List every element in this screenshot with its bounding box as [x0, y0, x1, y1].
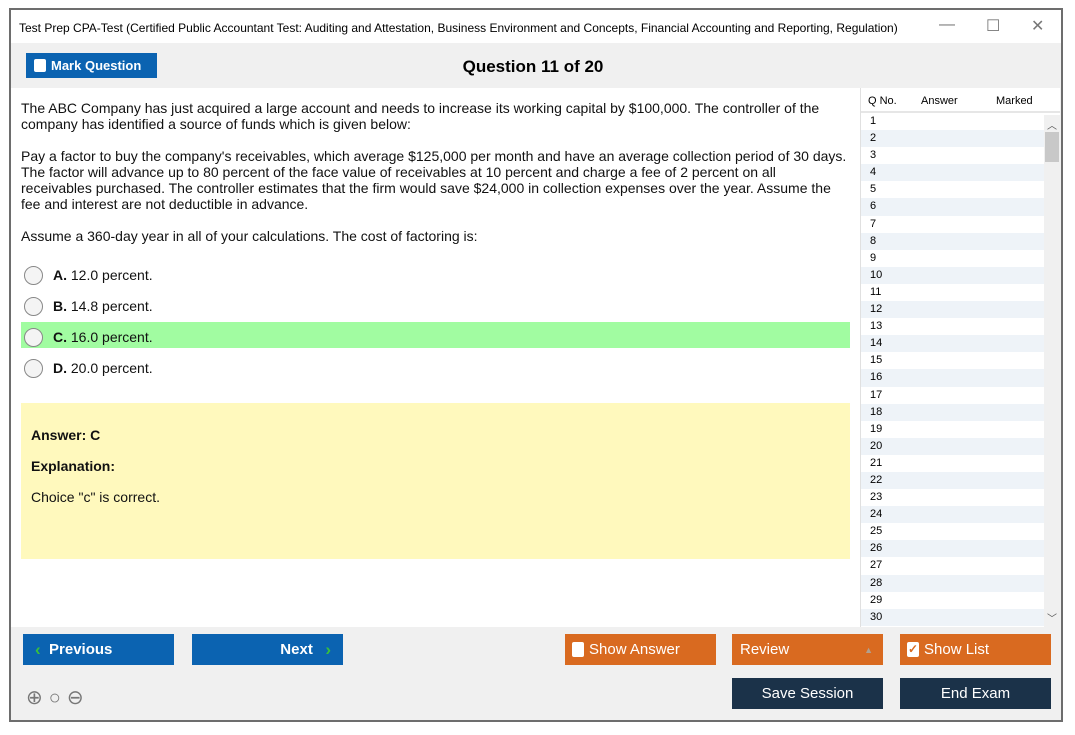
option-a[interactable]: A. 12.0 percent.	[21, 260, 850, 286]
close-button[interactable]: ✕	[1031, 18, 1045, 35]
show-list-label: Show List	[924, 641, 990, 658]
list-row[interactable]: 5	[870, 183, 877, 196]
explanation-label: Explanation:	[31, 458, 116, 474]
list-row[interactable]: 18	[861, 403, 1044, 421]
list-row[interactable]: 2	[861, 130, 1044, 148]
col-qno: Q No.	[868, 95, 897, 107]
save-session-button[interactable]: Save Session	[732, 678, 883, 709]
list-row[interactable]: 30	[861, 608, 1044, 626]
list-row[interactable]: 25	[870, 525, 883, 538]
question-pane: The ABC Company has just acquired a larg…	[11, 88, 860, 627]
radio-icon[interactable]	[24, 265, 43, 285]
scroll-down-icon[interactable]: ﹀	[1047, 614, 1057, 625]
option-letter: A.	[53, 267, 67, 283]
next-button[interactable]: Next ›	[192, 634, 343, 665]
end-exam-button[interactable]: End Exam	[900, 678, 1051, 709]
checkbox-icon	[34, 59, 46, 72]
list-row[interactable]: 22	[861, 471, 1044, 490]
option-letter: D.	[53, 360, 67, 376]
list-header: Q No. Answer Marked	[861, 88, 1060, 113]
question-text: Assume a 360-day year in all of your cal…	[21, 228, 478, 244]
zoom-in-icon[interactable]: ⊕	[26, 687, 49, 709]
option-text: 14.8 percent.	[70, 298, 153, 314]
list-row[interactable]: 16	[861, 369, 1044, 387]
app-window: Test Prep CPA-Test (Certified Public Acc…	[9, 8, 1063, 722]
list-row[interactable]: 13	[870, 320, 883, 333]
list-row[interactable]: 14	[861, 335, 1044, 353]
checkbox-icon	[572, 642, 584, 657]
option-letter: C.	[53, 329, 67, 345]
list-row[interactable]: 9	[870, 251, 877, 264]
radio-icon[interactable]	[24, 296, 43, 316]
list-row[interactable]: 3	[870, 149, 877, 162]
option-text: 12.0 percent.	[70, 267, 153, 283]
title-bar: Test Prep CPA-Test (Certified Public Acc…	[11, 10, 1061, 43]
show-list-button[interactable]: ✓ Show List	[900, 634, 1051, 665]
list-row[interactable]: 10	[861, 266, 1044, 284]
scroll-thumb[interactable]	[1045, 132, 1059, 162]
list-row[interactable]: 11	[870, 285, 882, 298]
list-row[interactable]: 29	[870, 593, 883, 606]
list-row[interactable]: 19	[870, 422, 883, 435]
option-text: 16.0 percent.	[70, 329, 153, 345]
list-row[interactable]: 28	[861, 574, 1044, 592]
list-row[interactable]: 7	[870, 217, 877, 230]
list-row[interactable]: 8	[861, 232, 1044, 250]
answer-line: Answer: C	[31, 427, 101, 443]
zoom-reset-icon[interactable]: ○	[48, 687, 67, 709]
radio-icon[interactable]	[24, 327, 43, 347]
show-answer-label: Show Answer	[589, 641, 680, 658]
list-row[interactable]: 15	[870, 354, 883, 367]
minimize-button[interactable]: —	[939, 16, 955, 33]
zoom-out-icon[interactable]: ⊖	[66, 687, 90, 709]
option-text: 20.0 percent.	[70, 360, 153, 376]
option-letter: B.	[53, 298, 67, 314]
list-row[interactable]: 26	[861, 540, 1044, 558]
list-row[interactable]: 6	[861, 198, 1044, 216]
show-answer-button[interactable]: Show Answer	[565, 634, 716, 665]
answer-box: Answer: C Explanation: Choice "c" is cor…	[21, 403, 850, 559]
option-d[interactable]: D. 20.0 percent.	[21, 353, 850, 379]
scroll-up-icon[interactable]: ︿	[1047, 121, 1057, 132]
review-label: Review	[740, 641, 790, 658]
chevron-right-icon: ›	[325, 639, 331, 659]
list-row[interactable]: 27	[870, 559, 883, 572]
list-row[interactable]: 12	[861, 301, 1044, 319]
review-dropdown[interactable]: Review ▲	[732, 634, 883, 665]
scrollbar[interactable]: ︿ ﹀	[1044, 115, 1060, 627]
option-b[interactable]: B. 14.8 percent.	[21, 291, 850, 317]
header: Mark Question Question 11 of 20	[11, 43, 1061, 88]
list-row[interactable]: 1	[870, 115, 877, 127]
list-row[interactable]: 23	[870, 491, 883, 504]
list-row[interactable]: 21	[870, 456, 883, 469]
zoom-controls: ⊕○⊖	[26, 685, 90, 710]
mark-question-button[interactable]: Mark Question	[26, 53, 157, 78]
question-title: Question 11 of 20	[462, 57, 604, 76]
caret-up-icon: ▲	[864, 644, 873, 655]
window-title: Test Prep CPA-Test (Certified Public Acc…	[19, 21, 898, 35]
question-text: Pay a factor to buy the company's receiv…	[21, 148, 847, 212]
checkbox-checked-icon: ✓	[907, 642, 919, 657]
list-row[interactable]: 17	[870, 388, 883, 401]
mark-label: Mark Question	[51, 58, 142, 73]
previous-button[interactable]: ‹ Previous	[23, 634, 174, 665]
option-c[interactable]: C. 16.0 percent.	[21, 322, 850, 348]
list-row[interactable]: 24	[861, 506, 1044, 524]
col-marked: Marked	[996, 95, 1033, 107]
col-answer: Answer	[921, 95, 958, 107]
chevron-left-icon: ‹	[35, 639, 41, 659]
question-text: The ABC Company has just acquired a larg…	[21, 100, 820, 132]
list-row[interactable]: 20	[861, 437, 1044, 455]
previous-label: Previous	[49, 641, 113, 658]
question-list: Q No. Answer Marked 1 2 3 4 5 6 7 8 9 10 11 12 13 14 1…	[860, 88, 1060, 627]
next-label: Next	[280, 641, 313, 658]
radio-icon[interactable]	[24, 358, 43, 378]
list-row[interactable]: 4	[861, 164, 1044, 182]
maximize-button[interactable]: ☐	[986, 18, 1001, 35]
explanation-text: Choice "c" is correct.	[31, 489, 160, 505]
